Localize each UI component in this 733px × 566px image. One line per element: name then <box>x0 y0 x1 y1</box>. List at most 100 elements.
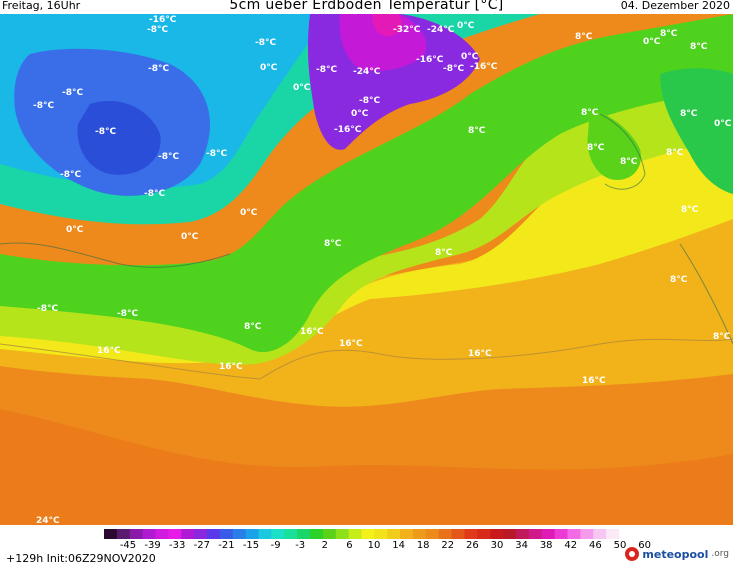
coastline <box>679 243 733 345</box>
scale-tick-label: -27 <box>193 540 210 551</box>
temperate-band <box>0 84 733 365</box>
temp-label: -32°C <box>393 25 421 35</box>
scale-swatch <box>207 529 221 539</box>
scale-swatch <box>438 529 453 539</box>
scale-swatch <box>400 529 414 539</box>
temp-label: -8°C <box>148 64 170 74</box>
temp-label: -8°C <box>95 127 117 137</box>
scale-swatch <box>361 529 375 539</box>
scale-swatch <box>477 529 491 539</box>
scale-ticks: -45 -39 -33 -27 -21 -15 -9 -3 2 6 10 14 18 22 26 30 34 38… <box>98 540 651 552</box>
scale-tick-label: 6 <box>346 540 353 551</box>
temp-label: 8°C <box>690 42 708 52</box>
scale-swatch <box>567 529 581 539</box>
scale-swatch <box>413 529 427 539</box>
temp-label: 8°C <box>324 239 342 249</box>
valid-day-label: Freitag, 16Uhr <box>2 0 81 12</box>
temp-label: -8°C <box>206 149 228 159</box>
temp-label: 8°C <box>587 143 605 153</box>
temp-label: 8°C <box>666 148 684 158</box>
scale-swatch <box>155 529 169 539</box>
temp-label: 8°C <box>435 248 453 258</box>
temp-label: 16°C <box>300 327 324 337</box>
hot-band <box>0 409 733 525</box>
temperature-field <box>0 14 733 525</box>
map-title: 5cm ueber Erdboden Temperatur [°C] <box>229 0 504 13</box>
temp-label: 8°C <box>575 32 593 42</box>
scale-swatch <box>503 529 517 539</box>
scale-tick-label: 18 <box>416 540 430 551</box>
temp-label: -16°C <box>334 125 362 135</box>
valid-date-label: 04. Dezember 2020 <box>620 0 730 12</box>
temp-label: -8°C <box>117 309 139 319</box>
scale-tick-label: 14 <box>392 540 405 551</box>
scale-swatch <box>271 529 285 539</box>
temp-label: 0°C <box>66 225 84 235</box>
scale-swatch <box>142 529 157 539</box>
scale-tick-label: -39 <box>144 540 161 551</box>
temp-label: -8°C <box>359 96 381 106</box>
temp-label: 0°C <box>351 109 369 119</box>
scale-swatch <box>194 529 208 539</box>
scale-tick-label: -9 <box>270 540 281 551</box>
scale-swatch <box>322 529 337 539</box>
temp-label: 0°C <box>293 83 311 93</box>
cool-green-band <box>0 14 733 353</box>
scale-tick-label: -21 <box>218 540 235 551</box>
scale-swatch <box>116 529 131 539</box>
scale-swatch <box>104 529 118 539</box>
scale-swatch <box>593 529 607 539</box>
temp-label: -8°C <box>316 65 338 75</box>
temp-label: 0°C <box>461 52 479 62</box>
temp-label: -16°C <box>149 15 177 25</box>
temp-label: 8°C <box>620 157 638 167</box>
brand-name: meteopool <box>642 547 709 561</box>
europe-zone <box>660 68 733 194</box>
scale-swatch <box>310 529 324 539</box>
temp-label: 0°C <box>240 208 258 218</box>
scale-swatch <box>258 529 272 539</box>
model-run-label: +129h Init:06Z29NOV2020 <box>6 552 156 565</box>
temp-label: -8°C <box>144 189 166 199</box>
scale-swatch <box>387 529 401 539</box>
temperature-map: -8°C -16°C -8°C -8°C -8°C -8°C -8°C -8°C… <box>0 14 733 525</box>
temp-label: 0°C <box>714 119 732 129</box>
temp-label: -8°C <box>37 304 59 314</box>
temp-label: -8°C <box>158 152 180 162</box>
scale-swatch <box>284 529 298 539</box>
scale-tick-label: 22 <box>441 540 455 551</box>
scale-swatch <box>464 529 478 539</box>
scale-tick-label: -15 <box>242 540 260 551</box>
scale-swatch <box>516 529 530 539</box>
temp-label: 8°C <box>660 29 678 39</box>
scale-tick-label: -3 <box>295 540 306 551</box>
temp-label: -8°C <box>33 101 55 111</box>
temp-label: -24°C <box>427 25 455 35</box>
brand-logo[interactable]: meteopool .org <box>625 547 729 561</box>
meteopool-logo-icon <box>625 547 640 561</box>
temp-label: 0°C <box>181 232 199 242</box>
scale-tick-label: 46 <box>589 540 602 551</box>
coastline <box>599 113 646 190</box>
scale-swatch <box>374 529 388 539</box>
temp-label: 8°C <box>244 322 262 332</box>
temp-label: -8°C <box>255 38 277 48</box>
temp-label: 8°C <box>468 126 486 136</box>
temp-label: 0°C <box>643 37 661 47</box>
scale-tick-label: 34 <box>515 540 528 551</box>
temp-label: -8°C <box>60 170 82 180</box>
temp-label: 8°C <box>680 109 698 119</box>
temp-label: -8°C <box>147 25 169 35</box>
coastline <box>0 242 231 268</box>
scale-tick-label: 60 <box>638 540 651 551</box>
temp-label: -16°C <box>470 62 498 72</box>
isotherm-line <box>0 338 733 380</box>
scale-swatch <box>606 529 619 539</box>
scale-tick-label: 30 <box>490 540 504 551</box>
scale-swatch <box>297 529 311 539</box>
temp-label: 0°C <box>457 21 475 31</box>
greenland-peak-zone <box>372 14 402 37</box>
temp-label: 16°C <box>97 346 121 356</box>
temp-label: 8°C <box>581 108 599 118</box>
scale-tick-label: -45 <box>119 540 137 551</box>
